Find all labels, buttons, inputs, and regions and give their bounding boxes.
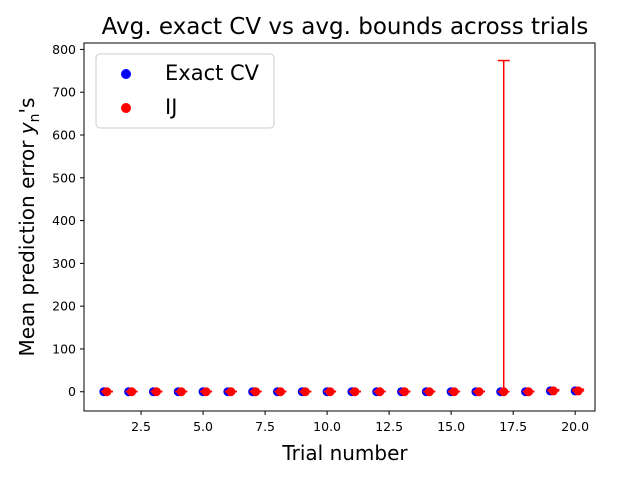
plot-frame xyxy=(83,42,596,412)
y-axis-label-var: y xyxy=(15,121,39,135)
legend-label-exact-cv: Exact CV xyxy=(165,61,260,85)
ij-point xyxy=(350,387,360,397)
x-tick-label: 2.5 xyxy=(131,419,151,434)
y-tick-label: 0 xyxy=(68,384,76,399)
ij-point xyxy=(449,387,459,397)
y-axis-label-subscript: n xyxy=(27,113,43,122)
ij-point xyxy=(548,386,558,396)
chart-title: Avg. exact CV vs avg. bounds across tria… xyxy=(102,14,589,40)
ij-point xyxy=(226,387,236,397)
y-tick-label: 300 xyxy=(52,256,76,271)
ij-point xyxy=(251,387,261,397)
x-tick-label: 10.0 xyxy=(313,419,341,434)
legend-marker-exact-cv xyxy=(121,69,131,79)
ij-point xyxy=(499,387,509,397)
y-tick-label: 800 xyxy=(52,42,76,57)
legend-marker-ij xyxy=(121,103,131,113)
ij-point xyxy=(325,387,335,397)
y-tick-label: 500 xyxy=(52,170,76,185)
x-tick-label: 7.5 xyxy=(255,419,275,434)
x-tick-label: 20.0 xyxy=(561,419,589,434)
y-tick-label: 200 xyxy=(52,299,76,314)
ij-point xyxy=(300,387,310,397)
y-tick-label: 600 xyxy=(52,128,76,143)
legend-label-ij: IJ xyxy=(165,95,177,119)
y-tick-label: 100 xyxy=(52,341,76,356)
ij-point xyxy=(151,387,161,397)
y-tick-label: 400 xyxy=(52,213,76,228)
ij-point xyxy=(102,387,112,397)
ij-point xyxy=(176,387,186,397)
ij-point xyxy=(201,387,211,397)
legend-box xyxy=(95,53,275,129)
legend: Exact CV IJ xyxy=(95,53,275,129)
ij-point xyxy=(424,387,434,397)
ij-point xyxy=(399,387,409,397)
y-tick-label: 700 xyxy=(52,85,76,100)
plot-area xyxy=(99,59,585,397)
y-axis: 0 100 200 300 400 500 600 700 800 xyxy=(52,42,84,399)
ij-point xyxy=(524,387,534,397)
ij-point xyxy=(474,387,484,397)
ij-point xyxy=(573,386,583,396)
y-axis-label: Mean prediction error yn's xyxy=(15,98,43,357)
ij-point xyxy=(275,387,285,397)
x-tick-label: 15.0 xyxy=(437,419,465,434)
y-axis-label-suffix: 's xyxy=(15,98,39,114)
x-tick-label: 12.5 xyxy=(375,419,403,434)
x-tick-label: 5.0 xyxy=(193,419,213,434)
y-axis-label-text: Mean prediction error xyxy=(15,134,39,356)
ij-point xyxy=(375,387,385,397)
x-axis: 2.5 5.0 7.5 10.0 12.5 15.0 17.5 20.0 xyxy=(131,411,589,434)
ij-point xyxy=(127,387,137,397)
x-tick-label: 17.5 xyxy=(499,419,527,434)
x-axis-label: Trial number xyxy=(281,441,408,465)
